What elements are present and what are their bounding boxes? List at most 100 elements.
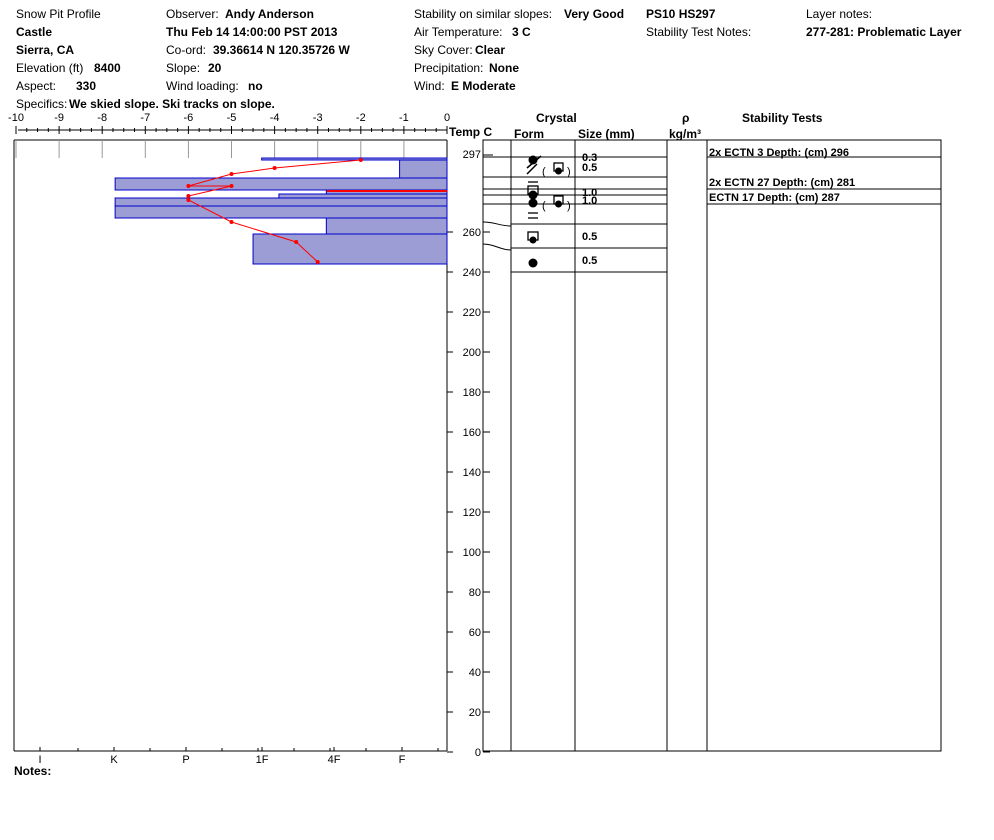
height-tick-label: 20 (469, 707, 481, 719)
layer-connector (482, 221, 512, 227)
precip-label: Precipitation: (414, 61, 484, 75)
crystal-header: Crystal (536, 111, 577, 125)
slope-value: 20 (208, 61, 222, 75)
height-tick-label: 140 (463, 467, 481, 479)
air-temp-label: Air Temperature: (414, 25, 503, 39)
sky-label: Sky Cover: (414, 43, 473, 57)
notes-label: Notes: (14, 764, 52, 778)
wind-loading-value: no (248, 79, 263, 93)
temperature-point (186, 184, 191, 188)
elevation-value: 8400 (94, 61, 121, 75)
sky-value: Clear (475, 43, 506, 57)
crystal-size-label: 0.5 (582, 231, 597, 243)
hardness-tick-label: F (399, 754, 406, 766)
height-tick-label: 220 (463, 307, 481, 319)
stability-tests-header: Stability Tests (742, 111, 823, 125)
stability-value: Very Good (564, 7, 625, 21)
temperature-point (229, 220, 234, 224)
temp-tick-label: -5 (227, 112, 237, 124)
hardness-layer-bar (399, 159, 448, 179)
temperature-point (229, 184, 234, 188)
height-tick-label: 160 (463, 427, 481, 439)
height-tick-label: 60 (469, 627, 481, 639)
rho-header: ρ (682, 111, 690, 125)
temperature-point (315, 260, 320, 264)
temperature-point (186, 198, 191, 202)
observer-label: Observer: (166, 7, 219, 21)
hardness-layer-bar (325, 217, 448, 235)
temperature-profile-line (187, 159, 361, 263)
slope-label: Slope: (166, 61, 201, 75)
location: Castle (16, 25, 53, 39)
temp-tick-label: -10 (8, 112, 24, 124)
height-tick-label: 40 (469, 667, 481, 679)
crystal-form-icon: ) (567, 200, 571, 212)
air-temp-value: 3 C (512, 25, 531, 39)
height-tick-label: 180 (463, 387, 481, 399)
height-tick-label: 200 (463, 347, 481, 359)
precip-value: None (489, 61, 519, 75)
form-header: Form (514, 127, 544, 141)
coord-label: Co-ord: (166, 43, 207, 57)
temp-tick-label: -1 (399, 112, 409, 124)
crystal-form-icon (528, 198, 538, 208)
temperature-point (294, 240, 299, 244)
crystal-form-icon (526, 155, 542, 169)
wind-label: Wind: (414, 79, 445, 93)
crystal-form-icon: ) (567, 166, 571, 178)
temp-tick-label: 0 (444, 112, 450, 124)
header-title: Snow Pit Profile (16, 7, 101, 21)
height-tick-label: 240 (463, 267, 481, 279)
hardness-layer-bar (252, 233, 448, 265)
hardness-layer-bar (114, 177, 448, 191)
data-table-frame (482, 139, 942, 752)
height-tick-label: 260 (463, 227, 481, 239)
specifics-value: We skied slope. Ski tracks on slope. (69, 97, 275, 111)
temp-tick-label: -3 (313, 112, 323, 124)
size-header: Size (mm) (578, 127, 635, 141)
stability-test-entry: 2x ECTN 3 Depth: (cm) 296 (709, 147, 849, 159)
height-tick-label: 120 (463, 507, 481, 519)
crystal-size-label: 1.0 (582, 187, 597, 199)
crystal-form-icon (529, 236, 537, 244)
wind-value: E Moderate (451, 79, 516, 93)
elevation-label: Elevation (ft) (16, 61, 84, 75)
ps-hs: PS10 HS297 (646, 7, 716, 21)
temp-tick-label: -7 (140, 112, 150, 124)
temperature-point (186, 194, 191, 198)
temp-tick-label: -4 (270, 112, 280, 124)
height-tick-label: 80 (469, 587, 481, 599)
region: Sierra, CA (16, 43, 75, 57)
hardness-tick-label: I (38, 754, 41, 766)
density-unit-header: kg/m³ (669, 127, 702, 141)
coord-value: 39.36614 N 120.35726 W (213, 43, 350, 57)
hardness-tick-label: K (110, 754, 118, 766)
hardness-tick-label: P (182, 754, 189, 766)
aspect-value: 330 (76, 79, 97, 93)
temperature-point (229, 172, 234, 176)
crystal-form-icon (528, 190, 538, 200)
observer-value: Andy Anderson (225, 7, 314, 21)
stability-notes-label: Stability Test Notes: (646, 25, 752, 39)
stability-test-entry: ECTN 17 Depth: (cm) 287 (709, 192, 840, 204)
crystal-form-icon (526, 163, 538, 175)
temperature-point (358, 158, 363, 162)
crystal-form-icon: ( (542, 200, 546, 212)
crystal-form-icon (555, 200, 562, 208)
layer-notes-label: Layer notes: (806, 7, 873, 21)
crystal-size-label: 0.3 (582, 152, 597, 164)
layer-connector (482, 243, 512, 251)
temp-tick-label: -9 (54, 112, 64, 124)
temp-tick-label: -2 (356, 112, 366, 124)
wind-loading-label: Wind loading: (166, 79, 239, 93)
specifics-label: Specifics: (16, 97, 68, 111)
crystal-form-icon (528, 155, 538, 165)
crystal-size-label: 0.5 (582, 162, 597, 174)
crystal-size-label: 1.0 (582, 195, 597, 207)
temp-column-header: Temp C (449, 125, 493, 139)
height-tick-label: 100 (463, 547, 481, 559)
temperature-point (272, 166, 277, 170)
hardness-layer-bar (114, 197, 448, 207)
hardness-layer-bar (114, 205, 448, 219)
